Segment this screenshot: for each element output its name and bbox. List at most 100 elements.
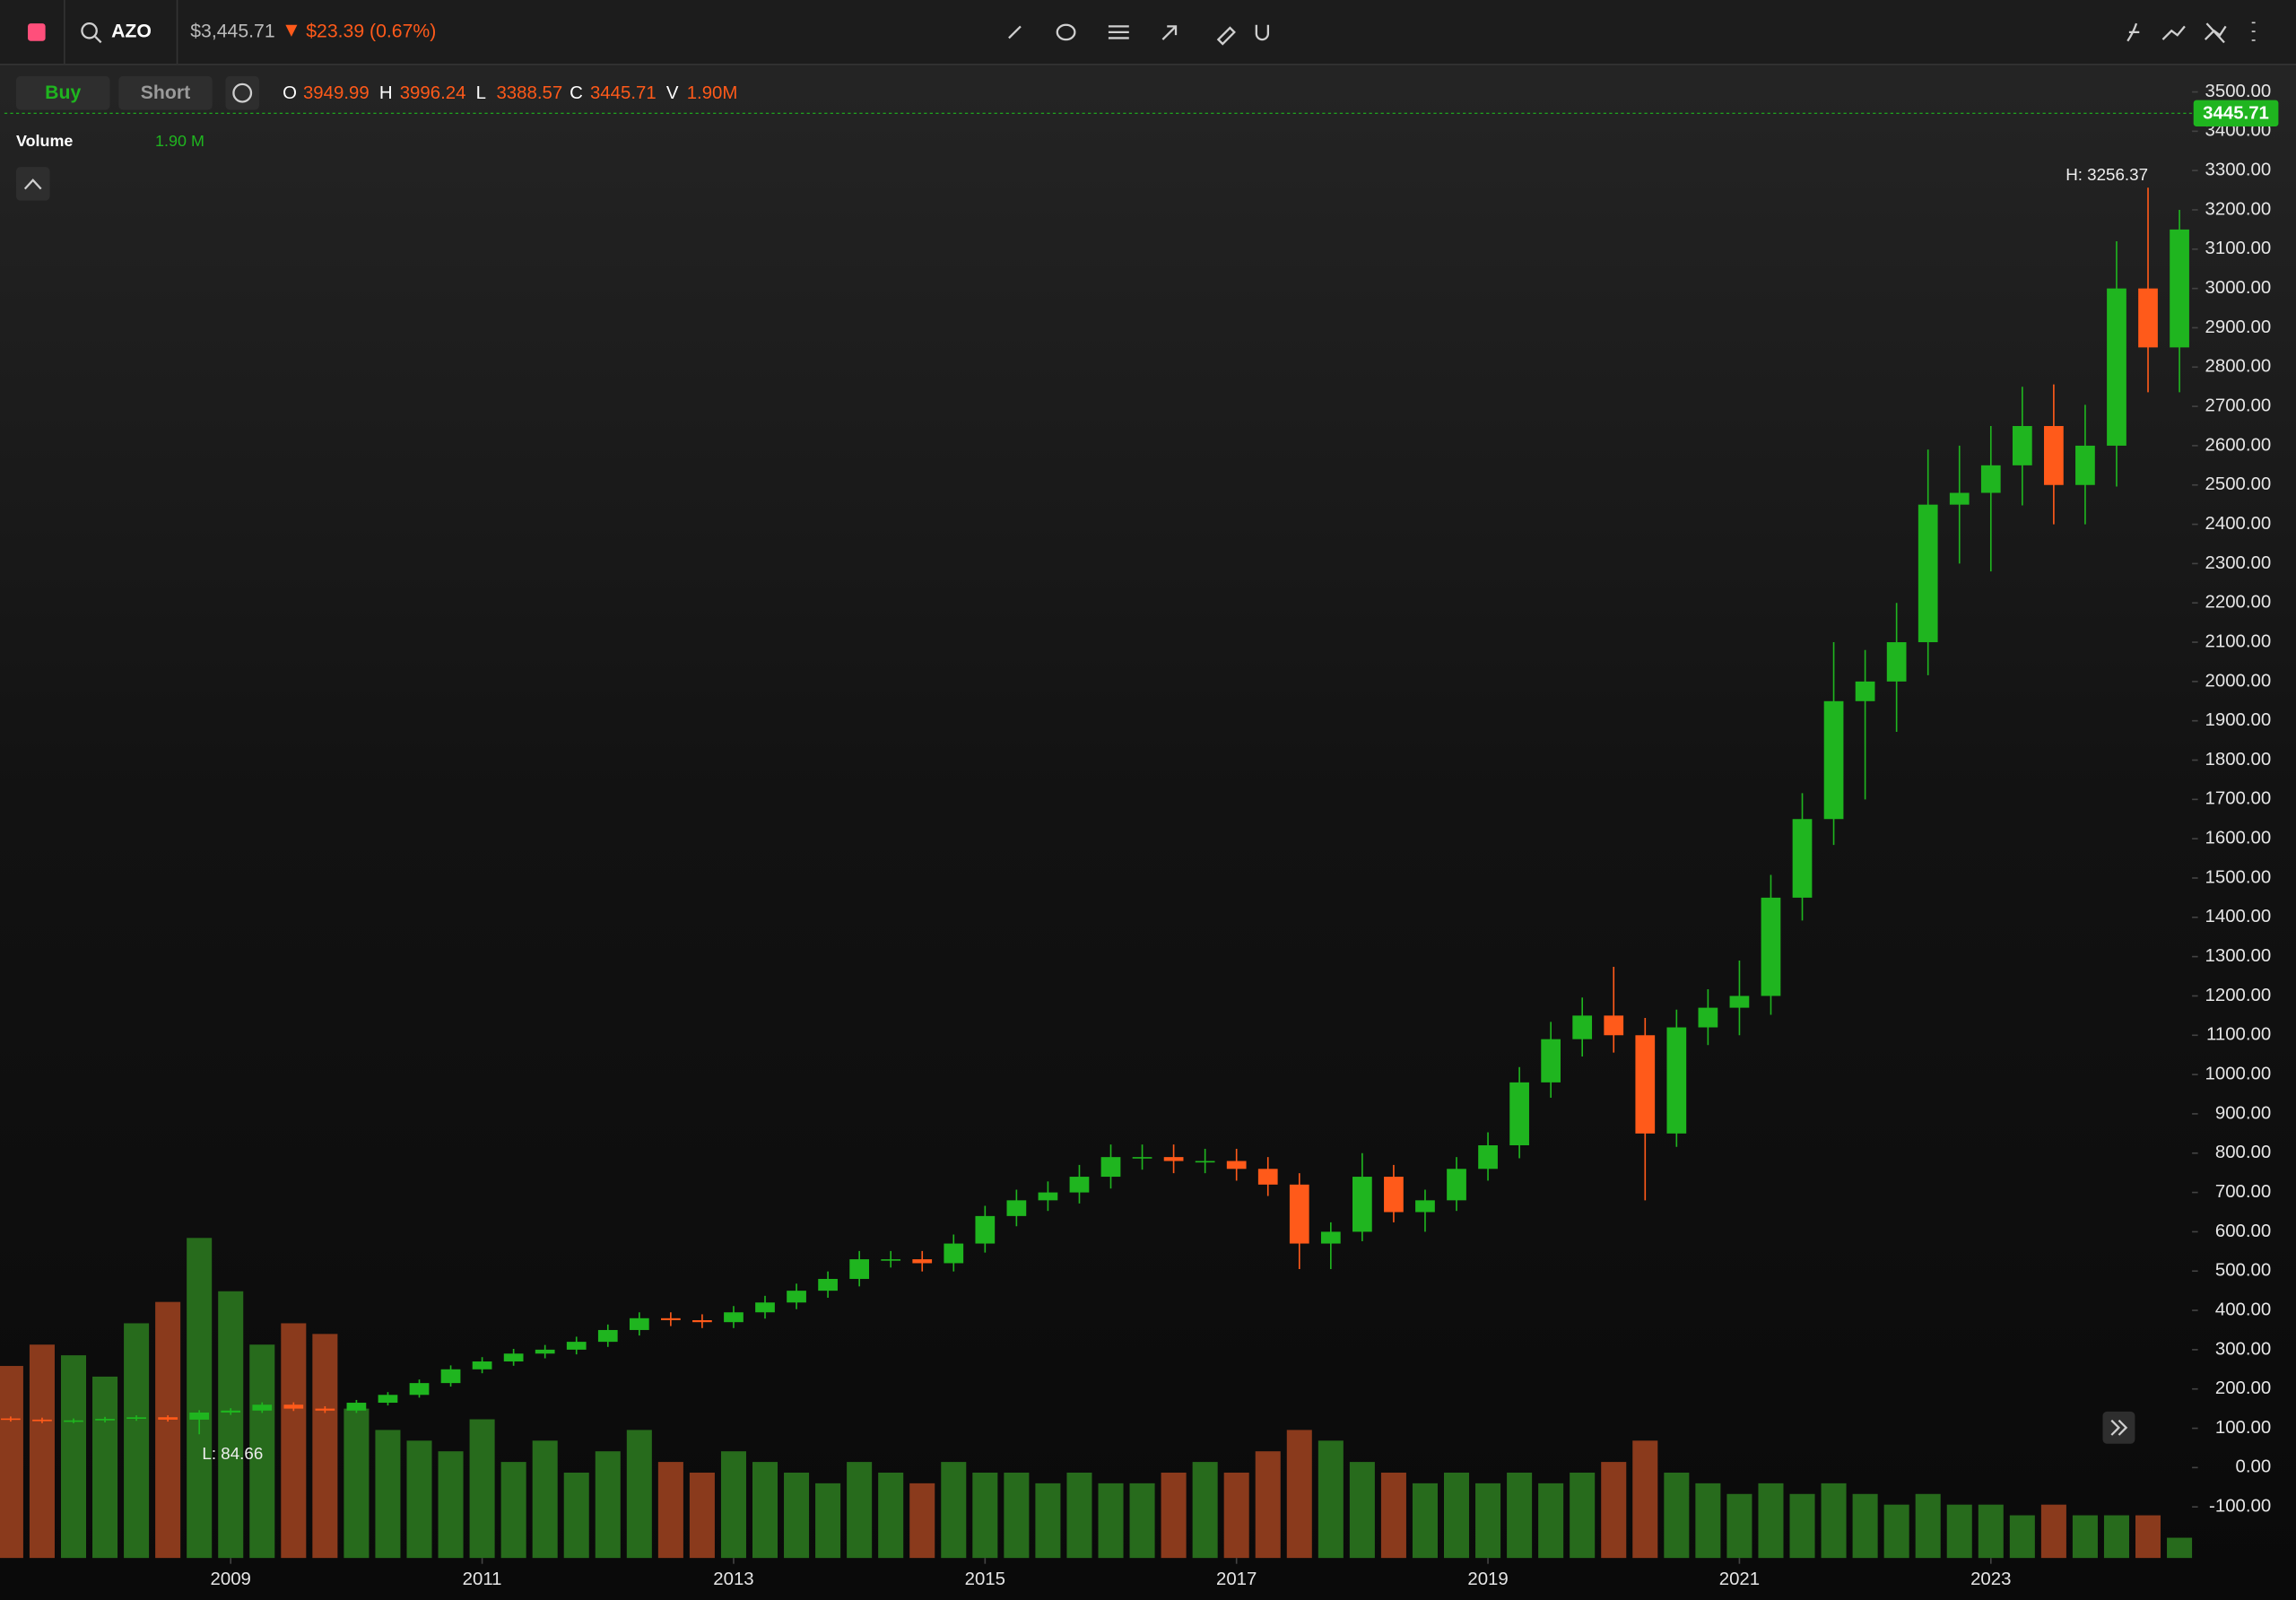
color-swatch[interactable] <box>28 23 46 41</box>
volume-bar <box>1475 1483 1501 1559</box>
candle-body <box>440 1369 461 1384</box>
y-tick-label: 2700.00 <box>2205 396 2272 415</box>
y-tick-label: 1300.00 <box>2205 946 2272 966</box>
y-tick-label: 700.00 <box>2215 1182 2271 1202</box>
volume-bar <box>2009 1515 2035 1559</box>
price-change: $23.39 (0.67%) <box>306 22 436 42</box>
volume-bar <box>1538 1483 1564 1559</box>
y-tick-label: -100.00 <box>2209 1497 2271 1517</box>
volume-bar <box>0 1366 23 1559</box>
x-tick-label: 2009 <box>211 1570 251 1589</box>
candle-body <box>1415 1200 1435 1213</box>
volume-label: Volume <box>16 132 73 150</box>
hide-icon[interactable] <box>2204 22 2227 44</box>
indicator-icon[interactable] <box>2161 25 2186 40</box>
candle-body <box>1 1418 21 1421</box>
volume-bar <box>187 1238 213 1559</box>
arrow-tool[interactable] <box>1161 25 1178 40</box>
candle-body <box>661 1317 681 1321</box>
candle-body <box>1980 465 2001 493</box>
y-tick-label: 2800.00 <box>2205 357 2272 377</box>
x-tick-label: 2017 <box>1216 1570 1257 1589</box>
symbol[interactable]: AZO <box>111 22 152 42</box>
volume-bar <box>689 1472 715 1559</box>
candle-body <box>1855 681 1875 701</box>
candle-body <box>818 1278 838 1291</box>
candle-body <box>95 1419 115 1421</box>
formula-icon[interactable] <box>2126 22 2140 42</box>
buy-button[interactable] <box>15 75 110 110</box>
volume-bar <box>249 1344 275 1559</box>
y-tick-label: 1000.00 <box>2205 1065 2272 1084</box>
last-price-tag <box>2193 100 2279 126</box>
candle-body <box>597 1329 618 1343</box>
y-tick-label: 300.00 <box>2215 1339 2271 1359</box>
buy-label[interactable]: Buy <box>45 83 81 103</box>
ellipse-tool[interactable] <box>1056 23 1076 41</box>
volume-bar <box>595 1451 621 1559</box>
fib-tool[interactable] <box>1108 25 1129 39</box>
collapse-button[interactable] <box>15 167 50 201</box>
volume-bar <box>1852 1493 1878 1559</box>
volume-bar <box>1601 1462 1627 1559</box>
candle-body <box>1509 1082 1529 1145</box>
ohlc-key: V <box>666 83 679 103</box>
low-annotation: L: 84.66 <box>202 1444 263 1463</box>
ohlc-key: L <box>476 83 486 103</box>
candle-body <box>1006 1200 1027 1216</box>
volume-bar <box>941 1462 967 1559</box>
candle-body <box>1729 996 1750 1008</box>
y-tick-label: 3200.00 <box>2205 199 2272 219</box>
y-tick-label: 2000.00 <box>2205 671 2272 691</box>
candle-body <box>158 1417 178 1420</box>
short-label[interactable]: Short <box>141 83 190 103</box>
candle-body <box>346 1403 367 1411</box>
ohlc-value: 1.90M <box>687 83 738 103</box>
x-tick-label: 2013 <box>713 1570 753 1589</box>
y-tick-label: 3300.00 <box>2205 161 2272 180</box>
hide-order-button[interactable] <box>225 75 259 110</box>
search-icon[interactable] <box>81 22 98 39</box>
y-tick-label: 200.00 <box>2215 1378 2271 1398</box>
volume-bar <box>344 1408 370 1559</box>
y-tick-label: 1400.00 <box>2205 907 2272 926</box>
candle-body <box>283 1404 304 1409</box>
volume-bar <box>563 1472 589 1559</box>
volume-bar <box>720 1451 746 1559</box>
y-tick-label: 3000.00 <box>2205 278 2272 298</box>
volume-bar <box>2103 1515 2129 1559</box>
y-tick-label: 2900.00 <box>2205 317 2272 337</box>
ohlc-value: 3949.99 <box>303 83 370 103</box>
ohlc-key: O <box>283 83 297 103</box>
candle-body <box>472 1361 492 1370</box>
y-tick-label: 2300.00 <box>2205 553 2272 573</box>
short-button[interactable] <box>118 75 213 110</box>
volume-bar <box>438 1451 464 1559</box>
candle-body <box>724 1312 744 1323</box>
volume-bar <box>1946 1504 1972 1559</box>
line-tool[interactable] <box>1008 25 1022 39</box>
candle-body <box>944 1243 964 1264</box>
candle-body <box>1886 642 1907 682</box>
x-tick-label: 2021 <box>1719 1570 1760 1589</box>
volume-bar <box>532 1440 558 1559</box>
y-tick-label: 1800.00 <box>2205 750 2272 770</box>
high-annotation: H: 3256.37 <box>2066 165 2148 184</box>
y-tick-label: 1500.00 <box>2205 867 2272 887</box>
y-tick-label: 2400.00 <box>2205 514 2272 534</box>
ohlc-readout: O 3949.99 H 3996.24 L 3388.57 C 3445.71 V 1.90M <box>283 83 737 103</box>
candle-body <box>1918 504 1938 643</box>
search-icon <box>94 36 102 44</box>
candle-body <box>64 1420 83 1422</box>
magnet-tool[interactable] <box>1255 24 1270 41</box>
candle-body <box>1823 700 1844 820</box>
drawing-tools <box>1008 22 2256 46</box>
collapse-icon <box>23 178 42 190</box>
volume-bar <box>155 1301 181 1559</box>
pen-tool[interactable] <box>1216 26 1236 46</box>
candle-body <box>126 1417 146 1420</box>
volume-bar <box>1192 1462 1218 1559</box>
candle-body <box>1666 1027 1687 1134</box>
y-tick-label: 1700.00 <box>2205 789 2272 809</box>
